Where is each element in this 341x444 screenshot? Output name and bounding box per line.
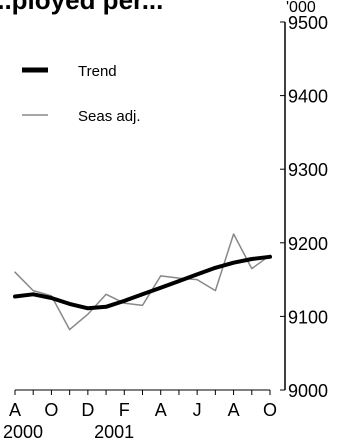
series-lines	[13, 233, 272, 331]
y-tick-label: 9300	[288, 160, 328, 180]
x-tick-label: J	[193, 400, 202, 420]
x-tick-label: O	[263, 400, 277, 420]
legend: Trend Seas adj.	[22, 63, 141, 125]
y-ticks: 9000 9100 9200 9300 9400 9500	[280, 13, 328, 401]
x-year-label: 2000	[3, 422, 43, 442]
legend-label-trend: Trend	[78, 63, 117, 80]
y-tick-label: 9000	[288, 381, 328, 401]
y-tick-label: 9500	[288, 13, 328, 33]
x-year-label: 2001	[94, 422, 134, 442]
x-tick-label: F	[119, 400, 130, 420]
y-tick-label: 9200	[288, 234, 328, 254]
y-tick-label: 9100	[288, 307, 328, 327]
chart-title: ...ployed per...	[0, 0, 163, 15]
series-line-seas-adj	[14, 233, 271, 331]
x-tick-label: D	[81, 400, 94, 420]
legend-label-seas-adj: Seas adj.	[78, 108, 141, 125]
y-unit-label: '000	[286, 0, 316, 16]
x-tick-label: O	[44, 400, 58, 420]
series-line-trend	[13, 254, 272, 311]
y-tick-label: 9400	[288, 87, 328, 107]
x-tick-label: A	[9, 400, 21, 420]
x-tick-label: A	[155, 400, 167, 420]
x-tick-label: A	[228, 400, 240, 420]
